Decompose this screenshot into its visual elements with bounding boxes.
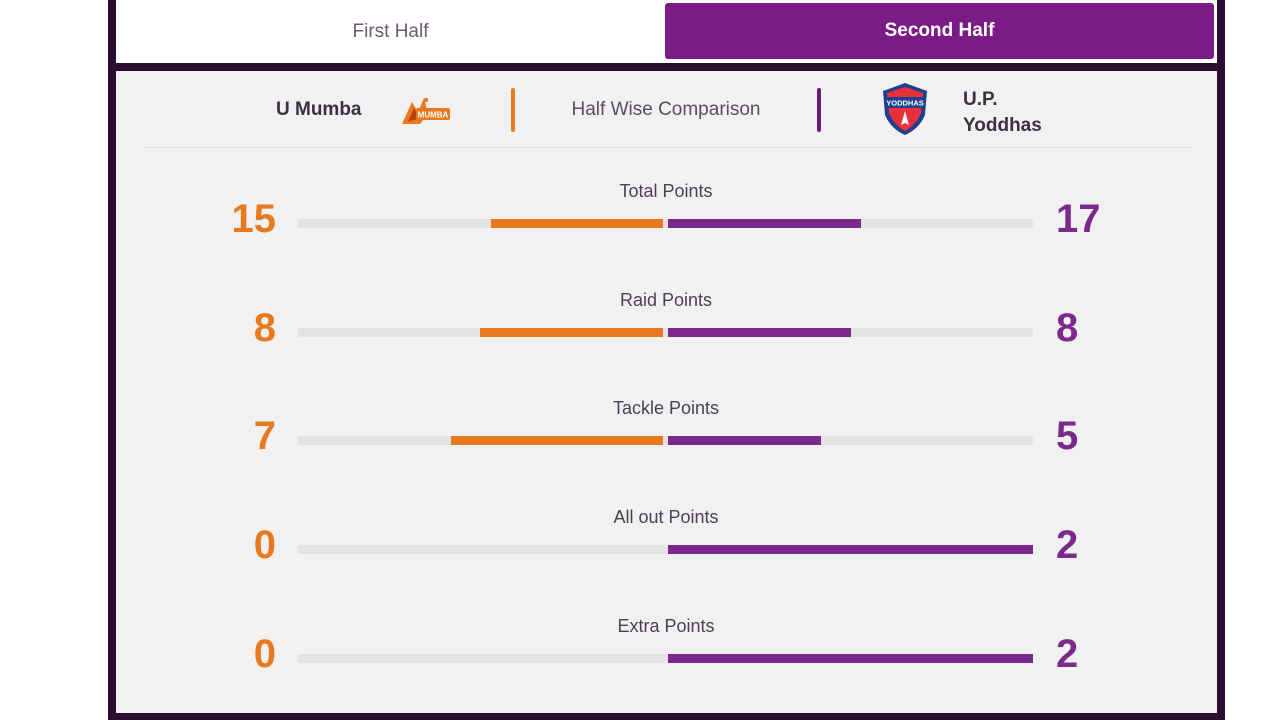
- stat-label: Total Points: [619, 181, 713, 201]
- half-tabs: First Half Second Half: [116, 0, 1217, 63]
- stat-label: Tackle Points: [612, 398, 720, 418]
- comparison-title: Half Wise Comparison: [571, 99, 761, 120]
- stat-right-value: 5: [1056, 414, 1079, 458]
- stat-bar-left: [491, 219, 663, 228]
- stat-row: All out Points 0 2: [116, 507, 1217, 587]
- stat-label: Raid Points: [619, 290, 713, 310]
- stat-bar-track: [298, 219, 1033, 228]
- stat-bar-left: [451, 436, 663, 445]
- stat-left-value: 8: [253, 306, 276, 350]
- stat-bar-right: [668, 545, 1033, 554]
- stat-bar-track: [298, 328, 1033, 337]
- stat-bar-track: [298, 545, 1033, 554]
- stat-right-value: 17: [1056, 197, 1101, 241]
- stat-bar-track: [298, 436, 1033, 445]
- comparison-panel: U Mumba MUMBA Half Wise Comparison YODDH…: [116, 71, 1217, 713]
- stat-left-value: 0: [253, 632, 276, 676]
- stat-right-value: 8: [1056, 306, 1079, 350]
- stat-row: Tackle Points 7 5: [116, 398, 1217, 478]
- stat-bar-left: [480, 328, 663, 337]
- stat-bar-track: [298, 654, 1033, 663]
- stat-right-value: 2: [1056, 632, 1079, 676]
- tab-first-half[interactable]: First Half: [116, 0, 665, 63]
- divider-left: [511, 88, 515, 132]
- team-right-name: U.P. Yoddhas: [963, 89, 1042, 136]
- stat-row: Total Points 15 17: [116, 181, 1217, 261]
- svg-text:YODDHAS: YODDHAS: [886, 99, 924, 108]
- comparison-header: U Mumba MUMBA Half Wise Comparison YODDH…: [146, 71, 1190, 148]
- stat-bar-right: [668, 328, 851, 337]
- stat-bar-right: [668, 654, 1033, 663]
- u-mumba-logo-icon: MUMBA: [402, 97, 450, 124]
- stat-label: Extra Points: [617, 616, 715, 636]
- divider-right: [817, 88, 821, 132]
- stat-left-value: 15: [231, 197, 277, 241]
- stat-right-value: 2: [1056, 523, 1079, 567]
- stat-bar-right: [668, 219, 861, 228]
- stat-left-value: 7: [253, 414, 276, 458]
- team-left-name: U Mumba: [276, 99, 362, 120]
- stat-row: Raid Points 8 8: [116, 290, 1217, 370]
- svg-text:MUMBA: MUMBA: [418, 111, 449, 120]
- up-yoddhas-logo-icon: YODDHAS: [883, 83, 927, 135]
- stat-left-value: 0: [253, 523, 276, 567]
- stat-row: Extra Points 0 2: [116, 616, 1217, 696]
- stat-bar-right: [668, 436, 821, 445]
- tab-second-half[interactable]: Second Half: [665, 3, 1214, 59]
- stat-label: All out Points: [613, 507, 719, 527]
